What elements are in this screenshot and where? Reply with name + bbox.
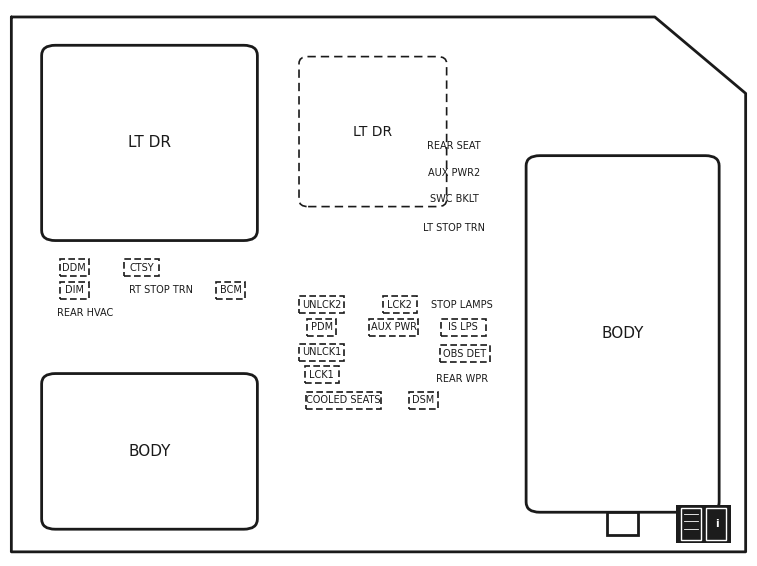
Text: LCK2: LCK2 — [388, 299, 412, 310]
Bar — [676, 505, 731, 543]
Text: OBS DET: OBS DET — [444, 349, 486, 359]
Text: CTSY: CTSY — [129, 263, 154, 273]
Bar — [60, 282, 89, 299]
FancyBboxPatch shape — [526, 156, 719, 512]
Bar — [60, 259, 89, 276]
Text: UNLCK2: UNLCK2 — [302, 299, 341, 310]
FancyBboxPatch shape — [42, 374, 257, 529]
Text: AUX PWR2: AUX PWR2 — [428, 168, 481, 178]
Bar — [300, 344, 344, 361]
Text: COOLED SEATS: COOLED SEATS — [307, 395, 381, 405]
Text: DSM: DSM — [412, 395, 435, 405]
Text: LT DR: LT DR — [354, 125, 392, 139]
Bar — [124, 259, 159, 276]
Bar — [681, 508, 701, 540]
Text: UNLCK1: UNLCK1 — [302, 347, 341, 357]
Text: LCK1: LCK1 — [310, 370, 334, 380]
Bar — [440, 345, 490, 362]
Text: STOP LAMPS: STOP LAMPS — [431, 299, 493, 310]
Text: AUX PWR: AUX PWR — [371, 322, 416, 332]
Bar — [409, 392, 438, 409]
Bar — [441, 319, 485, 336]
Text: IS LPS: IS LPS — [448, 322, 478, 332]
Bar — [307, 319, 336, 336]
FancyBboxPatch shape — [42, 45, 257, 241]
Text: SWC BKLT: SWC BKLT — [430, 194, 478, 204]
Text: DDM: DDM — [62, 263, 86, 273]
Text: BODY: BODY — [602, 327, 643, 341]
Text: LT DR: LT DR — [128, 135, 171, 151]
Text: LT STOP TRN: LT STOP TRN — [423, 222, 485, 233]
Bar — [706, 508, 726, 540]
Text: BODY: BODY — [129, 444, 170, 459]
Text: DIM: DIM — [64, 285, 84, 295]
Text: RT STOP TRN: RT STOP TRN — [129, 285, 193, 295]
Bar — [306, 392, 382, 409]
Bar — [300, 296, 344, 313]
Bar — [304, 366, 339, 383]
Text: REAR WPR: REAR WPR — [436, 374, 488, 384]
Bar — [382, 296, 417, 313]
Text: i: i — [715, 519, 718, 529]
Text: BCM: BCM — [220, 285, 241, 295]
Text: PDM: PDM — [310, 322, 333, 332]
Bar — [607, 512, 637, 535]
Bar — [369, 319, 419, 336]
Text: REAR SEAT: REAR SEAT — [428, 141, 481, 151]
Bar — [217, 282, 245, 299]
Text: REAR HVAC: REAR HVAC — [58, 308, 114, 318]
